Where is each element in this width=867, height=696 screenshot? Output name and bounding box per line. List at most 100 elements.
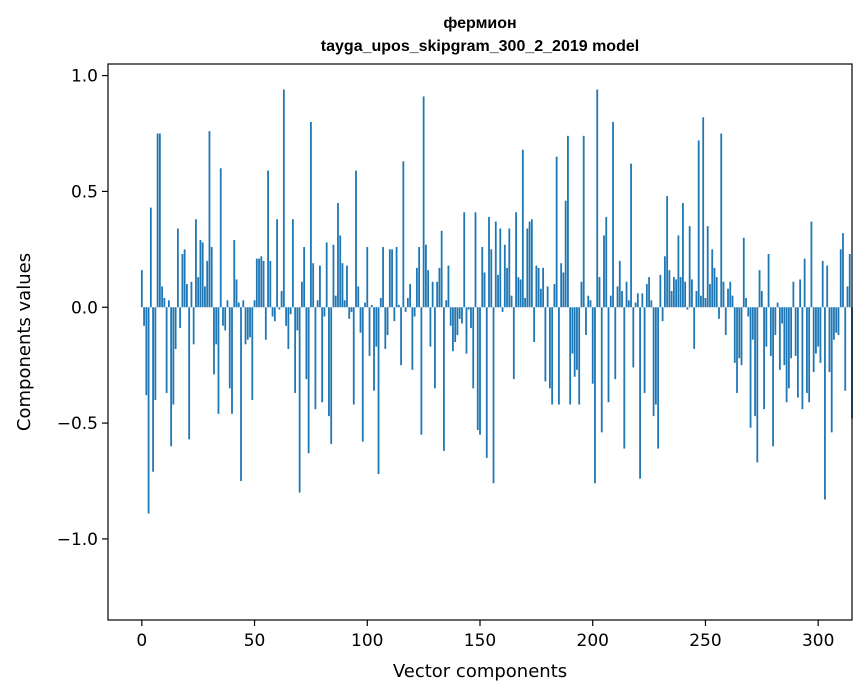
bar	[729, 281, 732, 308]
bar	[244, 307, 247, 345]
bar	[298, 307, 301, 493]
y-axis-label: Components values	[14, 253, 35, 431]
bar	[305, 307, 308, 380]
bar	[253, 300, 256, 308]
bar	[501, 307, 504, 312]
y-tick-label: 0.5	[71, 182, 98, 202]
bar	[846, 286, 849, 308]
bar	[465, 307, 468, 354]
bar	[754, 307, 756, 417]
bar	[815, 307, 817, 354]
bar	[826, 265, 829, 308]
bar	[727, 288, 729, 308]
bar	[787, 307, 790, 389]
bar	[334, 295, 337, 308]
bar	[810, 221, 813, 308]
bar	[641, 293, 644, 308]
bar	[668, 270, 671, 308]
bar	[341, 263, 344, 308]
bar	[231, 307, 233, 414]
bar	[406, 297, 409, 308]
bar	[149, 207, 152, 308]
bar	[282, 89, 285, 308]
bar	[479, 307, 481, 435]
bar	[745, 297, 747, 308]
bar	[454, 307, 457, 342]
bar	[375, 307, 378, 347]
bar	[246, 307, 249, 340]
bar	[659, 274, 662, 308]
bar	[190, 281, 193, 308]
bar	[835, 307, 838, 333]
bar	[179, 307, 182, 329]
bar	[688, 226, 691, 308]
bar	[242, 300, 245, 308]
bar	[321, 307, 324, 403]
bar	[393, 307, 396, 322]
bar	[842, 233, 844, 308]
bar	[213, 307, 215, 375]
bar	[314, 307, 317, 410]
bar	[463, 212, 466, 308]
bar	[233, 240, 236, 308]
bar	[431, 281, 434, 308]
bar	[350, 307, 353, 312]
bar	[443, 307, 445, 451]
bar	[411, 307, 414, 370]
bar	[774, 307, 777, 336]
bar	[819, 307, 822, 363]
bar	[736, 307, 738, 393]
bar	[700, 295, 702, 308]
x-tick-label: 250	[689, 631, 721, 651]
bar	[614, 307, 617, 380]
bar	[715, 277, 718, 308]
bar	[833, 307, 835, 340]
bar	[271, 307, 274, 317]
bar	[799, 279, 802, 308]
bar	[772, 307, 774, 447]
bar	[206, 260, 209, 308]
bar	[713, 267, 716, 308]
bar	[145, 307, 148, 396]
bar	[167, 300, 170, 308]
bar	[711, 249, 714, 308]
bar	[758, 270, 761, 308]
bar	[519, 279, 522, 308]
bar	[776, 302, 779, 308]
bar	[140, 270, 143, 308]
bar	[474, 212, 477, 308]
bar	[645, 284, 648, 308]
bar	[569, 307, 572, 405]
bar	[379, 297, 382, 308]
bar	[291, 219, 294, 308]
bar	[630, 163, 632, 308]
bar	[222, 307, 224, 326]
bar	[672, 277, 675, 308]
bar	[201, 242, 204, 308]
bar	[377, 307, 380, 475]
bar	[391, 249, 393, 308]
bar	[404, 307, 407, 312]
bar	[294, 307, 297, 393]
bar	[276, 219, 278, 308]
bar	[576, 307, 578, 370]
bar	[278, 307, 281, 310]
bar	[546, 286, 549, 308]
bar	[226, 300, 229, 308]
bar	[778, 307, 781, 370]
bar	[330, 307, 333, 444]
bar	[264, 307, 267, 340]
bar	[494, 221, 497, 308]
bar	[472, 307, 475, 389]
bar	[154, 307, 157, 400]
bar	[781, 307, 784, 324]
bar	[273, 307, 276, 322]
bar	[303, 247, 306, 308]
x-tick-label: 200	[577, 631, 609, 651]
bar	[724, 307, 727, 336]
bar	[255, 258, 258, 308]
bar	[560, 263, 563, 308]
bar	[346, 265, 348, 308]
bar	[424, 244, 427, 308]
